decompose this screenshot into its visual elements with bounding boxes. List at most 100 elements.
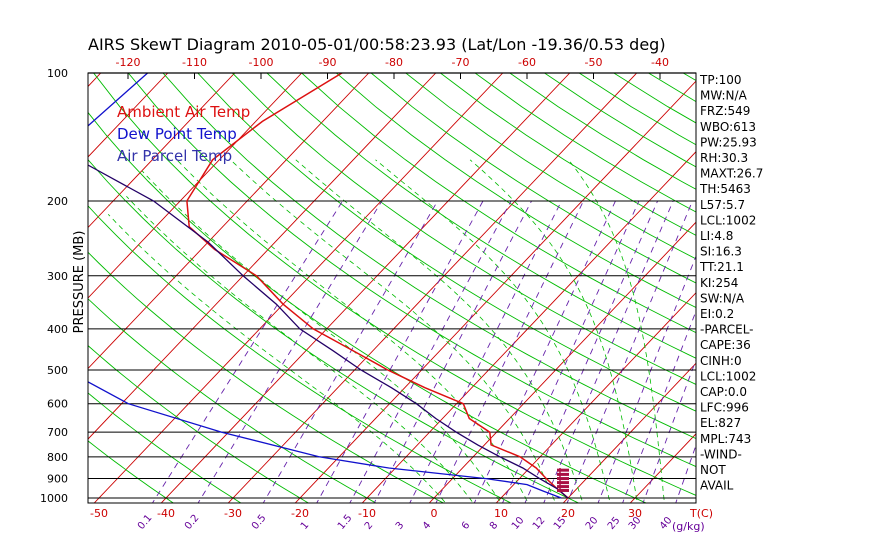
mixing-ratio-label: 6 <box>460 520 473 532</box>
mixing-ratio-line <box>373 200 532 503</box>
moist-adiabat-line <box>126 196 474 503</box>
index-value: MW:N/A <box>700 89 748 103</box>
index-value: SI:16.3 <box>700 245 742 259</box>
y-axis-label: PRESSURE (MB) <box>72 231 87 334</box>
legend-entry: Ambient Air Temp <box>117 103 250 121</box>
top-temp-tick-label: -120 <box>116 56 141 69</box>
moist-adiabat-line <box>295 159 584 503</box>
wind-marks <box>557 468 569 493</box>
index-value: CINH:0 <box>700 354 742 368</box>
pressure-tick-label: 500 <box>47 364 68 377</box>
isotherm-line <box>88 73 370 370</box>
bottom-temp-tick-label: 0 <box>431 507 438 520</box>
sounding-series <box>88 73 569 499</box>
legend: Ambient Air Temp Dew Point Temp Air Parcel… <box>117 103 250 165</box>
mixing-ratio-label: 2 <box>363 520 376 532</box>
isotherm-line <box>88 73 169 158</box>
index-value: MPL:743 <box>700 432 751 446</box>
index-value: FRZ:549 <box>700 104 750 118</box>
air-parcel-templine-line <box>88 164 569 499</box>
mixing-ratio-line <box>349 200 512 503</box>
mixing-ratio-line <box>409 200 562 503</box>
index-value: EI:0.2 <box>700 307 734 321</box>
pressure-tick-label: 600 <box>47 398 68 411</box>
dry-adiabat-line <box>232 73 696 385</box>
mixing-ratio-line <box>543 200 674 503</box>
isotherm-line <box>495 292 696 503</box>
index-value: -PARCEL- <box>700 323 754 337</box>
mixing-ratio-label: 1 <box>299 520 312 532</box>
isotherm-line <box>88 73 236 229</box>
isotherm-line <box>88 73 437 440</box>
x-axis-label: T(C) <box>689 507 713 520</box>
isotherm-line <box>88 73 303 299</box>
legend-entry: Dew Point Temp <box>117 125 237 143</box>
moist-adiabat-line <box>568 159 665 503</box>
isotherm-line <box>227 73 638 503</box>
pressure-tick-label: 200 <box>47 195 68 208</box>
index-value: MAXT:26.7 <box>700 167 763 181</box>
bottom-temp-tick-label: -20 <box>291 507 309 520</box>
mixing-ratio-line <box>262 200 439 503</box>
index-value: TH:5463 <box>699 182 751 196</box>
mixing-ratio-line <box>524 200 659 503</box>
legend-entry: Air Parcel Temp <box>117 147 232 165</box>
index-value: TP:100 <box>699 73 742 87</box>
mixing-ratio-unit-label: (g/kg) <box>672 520 705 533</box>
dry-adiabat-line <box>301 73 696 334</box>
index-value: CAP:0.0 <box>700 385 747 399</box>
dry-adiabat-line <box>127 73 696 468</box>
pressure-tick-label: 700 <box>47 426 68 439</box>
isotherm-line <box>294 80 696 503</box>
mixing-ratio-line <box>502 200 640 503</box>
pressure-tick-label: 100 <box>47 67 68 80</box>
bottom-temp-tick-label: 30 <box>628 507 642 520</box>
isobars <box>88 200 696 499</box>
index-value: KI:254 <box>700 276 738 290</box>
index-value: NOT <box>700 463 726 477</box>
bottom-temp-tick-label: 10 <box>494 507 508 520</box>
index-value: AVAIL <box>700 479 734 493</box>
dry-adiabat-line <box>405 73 696 260</box>
index-value: WBO:613 <box>700 120 756 134</box>
mixing-ratio-line <box>435 200 584 503</box>
bottom-temp-tick-label: -10 <box>358 507 376 520</box>
bottom-temp-tick-label: 20 <box>561 507 575 520</box>
mixing-ratio-label: 4 <box>421 520 434 532</box>
index-value: TT:21.1 <box>699 260 744 274</box>
mixing-ratio-line <box>151 200 344 503</box>
moist-adiabat-line <box>375 159 611 503</box>
top-temp-tick-label: -50 <box>585 56 603 69</box>
dry-adiabat-line <box>197 73 696 412</box>
top-temp-tick-label: -70 <box>452 56 470 69</box>
index-value: RH:30.3 <box>700 151 748 165</box>
moist-adiabat-line <box>176 159 529 503</box>
index-value: LCL:1002 <box>700 369 756 383</box>
isotherm-line <box>562 362 696 503</box>
top-temp-tick-label: -40 <box>651 56 669 69</box>
index-value: PW:25.93 <box>700 135 757 149</box>
dry-adiabat-line <box>336 73 696 309</box>
index-value: LCL:1002 <box>700 213 756 227</box>
top-temp-tick-label: -90 <box>319 56 337 69</box>
index-value: SW:N/A <box>700 291 745 305</box>
index-value: LFC:996 <box>700 401 749 415</box>
index-value: EL:827 <box>700 416 741 430</box>
isotherm-line <box>428 221 696 503</box>
pressure-tick-label: 800 <box>47 451 68 464</box>
top-temp-tick-label: -60 <box>518 56 536 69</box>
pressure-tick-label: 300 <box>47 270 68 283</box>
isotherm-line <box>160 73 571 503</box>
top-temp-tick-label: -110 <box>182 56 207 69</box>
dew-point-templine-line <box>88 73 562 499</box>
index-value: L57:5.7 <box>700 198 745 212</box>
bottom-temp-tick-label: -40 <box>157 507 175 520</box>
dry-adiabat-line <box>266 73 696 359</box>
top-temp-tick-label: -100 <box>249 56 274 69</box>
pressure-tick-label: 1000 <box>40 492 68 505</box>
dry-adiabat-line <box>162 73 696 440</box>
ambient-air-templine-line <box>186 73 569 499</box>
top-temp-tick-label: -80 <box>385 56 403 69</box>
